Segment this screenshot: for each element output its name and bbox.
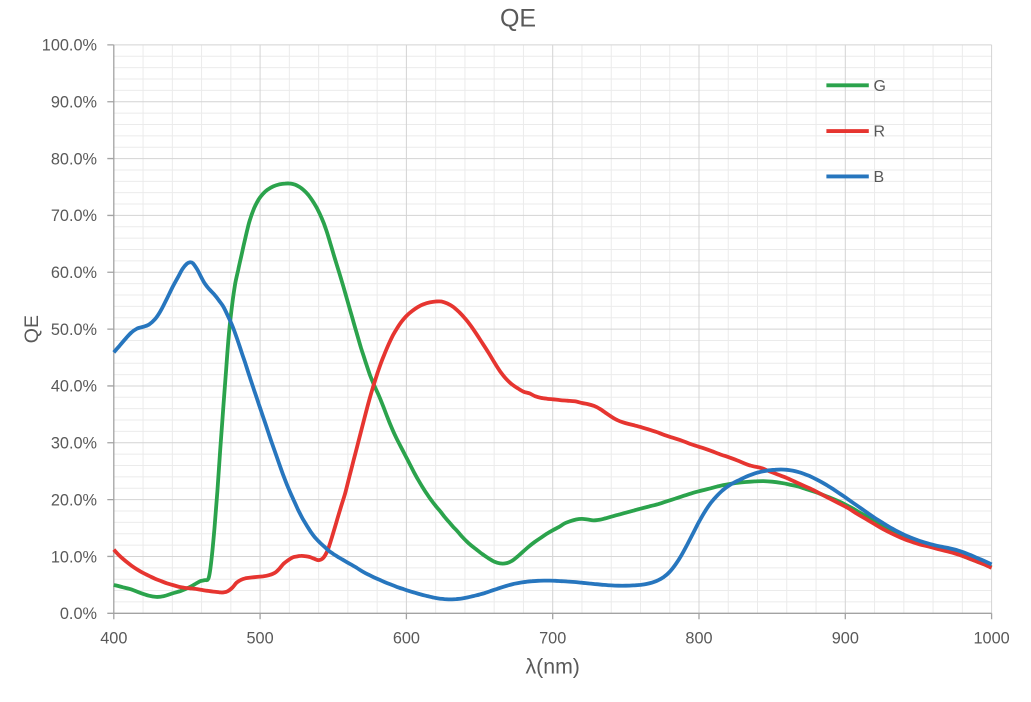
svg-text:900: 900 [832,629,859,647]
svg-text:QE: QE [500,4,536,32]
svg-text:90.0%: 90.0% [51,94,97,112]
svg-text:800: 800 [685,629,712,647]
svg-text:400: 400 [100,629,127,647]
svg-text:B: B [874,169,885,186]
svg-text:G: G [874,78,886,95]
svg-text:60.0%: 60.0% [51,264,97,282]
svg-text:70.0%: 70.0% [51,207,97,225]
svg-text:100.0%: 100.0% [42,37,97,55]
svg-text:10.0%: 10.0% [51,548,97,566]
svg-text:40.0%: 40.0% [51,378,97,396]
svg-text:R: R [874,124,886,141]
svg-text:0.0%: 0.0% [60,605,97,623]
svg-text:20.0%: 20.0% [51,491,97,509]
svg-text:80.0%: 80.0% [51,150,97,168]
svg-text:30.0%: 30.0% [51,435,97,453]
svg-text:600: 600 [393,629,420,647]
svg-text:λ(nm): λ(nm) [525,655,579,679]
svg-text:QE: QE [21,315,43,343]
svg-text:1000: 1000 [973,629,1009,647]
svg-text:50.0%: 50.0% [51,321,97,339]
svg-text:700: 700 [539,629,566,647]
svg-text:500: 500 [247,629,274,647]
